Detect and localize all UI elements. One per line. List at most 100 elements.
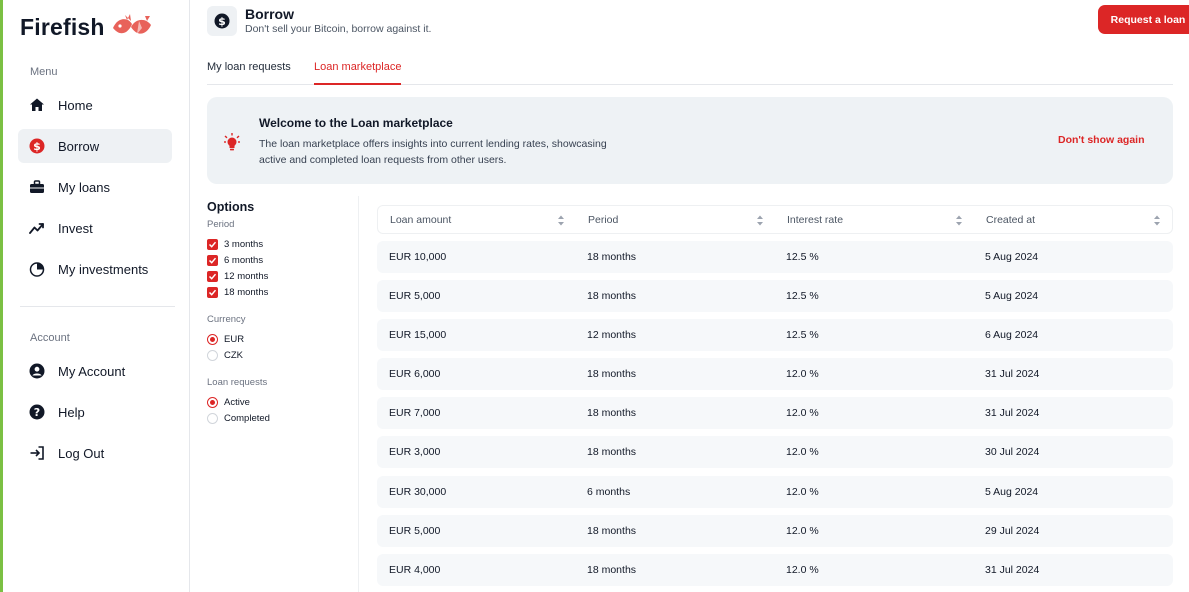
requests-option-active[interactable]: Active xyxy=(207,397,250,408)
cell-period: 18 months xyxy=(587,407,637,419)
table-row[interactable]: EUR 5,000 18 months 12.0 % 29 Jul 2024 xyxy=(377,515,1173,547)
cell-interest-rate: 12.0 % xyxy=(786,368,819,380)
currency-option-label: CZK xyxy=(224,350,243,361)
period-option-label: 6 months xyxy=(224,255,264,266)
sort-icon[interactable] xyxy=(756,215,764,226)
column-header-created-at[interactable]: Created at xyxy=(986,214,1036,226)
radio-unselected-icon[interactable] xyxy=(207,413,218,424)
page-title: Borrow xyxy=(245,6,294,22)
page-header: $ Borrow Don't sell your Bitcoin, borrow… xyxy=(190,0,1189,48)
column-header-period[interactable]: Period xyxy=(588,214,619,226)
dollar-badge-icon: $ xyxy=(207,6,237,36)
sidebar-item-label: Borrow xyxy=(58,138,100,154)
cell-created-at: 6 Aug 2024 xyxy=(985,329,1039,341)
request-loan-button[interactable]: Request a loan xyxy=(1098,5,1189,34)
cell-period: 18 months xyxy=(587,525,637,537)
sidebar-item-borrow[interactable]: $ Borrow xyxy=(18,129,172,163)
sidebar-item-label: Help xyxy=(58,404,85,420)
tab-bar: My loan requests Loan marketplace xyxy=(207,58,1173,85)
cell-created-at: 5 Aug 2024 xyxy=(985,486,1039,498)
sidebar-item-my-loans[interactable]: My loans xyxy=(18,170,172,204)
options-title: Options xyxy=(207,200,255,214)
table-row[interactable]: EUR 30,000 6 months 12.0 % 5 Aug 2024 xyxy=(377,476,1173,508)
tab-loan-marketplace[interactable]: Loan marketplace xyxy=(314,61,402,85)
svg-text:$: $ xyxy=(218,15,226,28)
sort-icon[interactable] xyxy=(955,215,963,226)
currency-filter-label: Currency xyxy=(207,314,246,325)
sidebar-item-label: Invest xyxy=(58,220,93,236)
period-option-6-months[interactable]: 6 months xyxy=(207,255,263,266)
checkbox-checked-icon[interactable] xyxy=(207,271,218,282)
sidebar-item-my-investments[interactable]: My investments xyxy=(18,252,172,286)
cell-interest-rate: 12.0 % xyxy=(786,486,819,498)
page-subtitle: Don't sell your Bitcoin, borrow against … xyxy=(245,23,432,35)
logout-icon xyxy=(28,444,46,462)
window-left-accent xyxy=(0,0,3,592)
cell-interest-rate: 12.0 % xyxy=(786,407,819,419)
table-row[interactable]: EUR 6,000 18 months 12.0 % 31 Jul 2024 xyxy=(377,358,1173,390)
sidebar-item-label: Home xyxy=(58,97,93,113)
period-option-3-months[interactable]: 3 months xyxy=(207,239,263,250)
requests-option-completed[interactable]: Completed xyxy=(207,413,270,424)
sort-icon[interactable] xyxy=(1153,215,1161,226)
sidebar-item-help[interactable]: ? Help xyxy=(18,395,172,429)
table-row[interactable]: EUR 5,000 18 months 12.5 % 5 Aug 2024 xyxy=(377,280,1173,312)
currency-option-eur[interactable]: EUR xyxy=(207,334,244,345)
column-header-interest-rate[interactable]: Interest rate xyxy=(787,214,844,226)
cell-loan-amount: EUR 30,000 xyxy=(389,486,447,498)
cell-loan-amount: EUR 5,000 xyxy=(389,525,441,537)
cell-loan-amount: EUR 3,000 xyxy=(389,446,441,458)
sidebar-item-label: My loans xyxy=(58,179,111,195)
sidebar-item-my-account[interactable]: My Account xyxy=(18,354,172,388)
column-divider xyxy=(358,196,359,592)
sidebar-item-log-out[interactable]: Log Out xyxy=(18,436,172,470)
cell-loan-amount: EUR 4,000 xyxy=(389,564,441,576)
period-option-label: 3 months xyxy=(224,239,264,250)
currency-option-czk[interactable]: CZK xyxy=(207,350,243,361)
cell-loan-amount: EUR 7,000 xyxy=(389,407,441,419)
checkbox-checked-icon[interactable] xyxy=(207,255,218,266)
cell-loan-amount: EUR 15,000 xyxy=(389,329,447,341)
checkbox-checked-icon[interactable] xyxy=(207,287,218,298)
period-option-label: 12 months xyxy=(224,271,269,282)
currency-option-label: EUR xyxy=(224,334,245,345)
sidebar-divider xyxy=(20,306,175,307)
column-header-loan-amount[interactable]: Loan amount xyxy=(390,214,452,226)
trending-up-icon xyxy=(28,219,46,237)
sidebar-item-home[interactable]: Home xyxy=(18,88,172,122)
requests-option-label: Completed xyxy=(224,413,270,424)
banner-text: The loan marketplace offers insights int… xyxy=(259,138,607,166)
cell-period: 6 months xyxy=(587,486,631,498)
period-option-18-months[interactable]: 18 months xyxy=(207,287,268,298)
table-row[interactable]: EUR 4,000 18 months 12.0 % 31 Jul 2024 xyxy=(377,554,1173,586)
radio-selected-icon[interactable] xyxy=(207,334,218,345)
table-row[interactable]: EUR 10,000 18 months 12.5 % 5 Aug 2024 xyxy=(377,241,1173,273)
tab-my-loan-requests[interactable]: My loan requests xyxy=(207,61,291,73)
loan-requests-filter-label: Loan requests xyxy=(207,377,268,388)
cell-period: 18 months xyxy=(587,290,637,302)
cell-created-at: 5 Aug 2024 xyxy=(985,251,1039,263)
sidebar-item-invest[interactable]: Invest xyxy=(18,211,172,245)
sort-icon[interactable] xyxy=(557,215,565,226)
period-option-12-months[interactable]: 12 months xyxy=(207,271,268,282)
user-circle-icon xyxy=(28,362,46,380)
table-row[interactable]: EUR 3,000 18 months 12.0 % 30 Jul 2024 xyxy=(377,436,1173,468)
cell-created-at: 31 Jul 2024 xyxy=(985,368,1040,380)
cell-created-at: 5 Aug 2024 xyxy=(985,290,1039,302)
table-row[interactable]: EUR 15,000 12 months 12.5 % 6 Aug 2024 xyxy=(377,319,1173,351)
table-header: Loan amount Period Interest rate Created… xyxy=(377,205,1173,234)
cell-period: 12 months xyxy=(587,329,637,341)
dont-show-again-link[interactable]: Don't show again xyxy=(1058,134,1145,146)
logo[interactable]: Firefish xyxy=(20,12,153,42)
lightbulb-icon xyxy=(224,133,240,151)
help-circle-icon: ? xyxy=(28,403,46,421)
radio-selected-icon[interactable] xyxy=(207,397,218,408)
period-filter-label: Period xyxy=(207,219,235,230)
radio-unselected-icon[interactable] xyxy=(207,350,218,361)
sidebar-item-label: Log Out xyxy=(58,445,105,461)
fish-logo-icon xyxy=(112,14,151,34)
cell-created-at: 31 Jul 2024 xyxy=(985,564,1040,576)
checkbox-checked-icon[interactable] xyxy=(207,239,218,250)
table-row[interactable]: EUR 7,000 18 months 12.0 % 31 Jul 2024 xyxy=(377,397,1173,429)
cell-loan-amount: EUR 6,000 xyxy=(389,368,441,380)
